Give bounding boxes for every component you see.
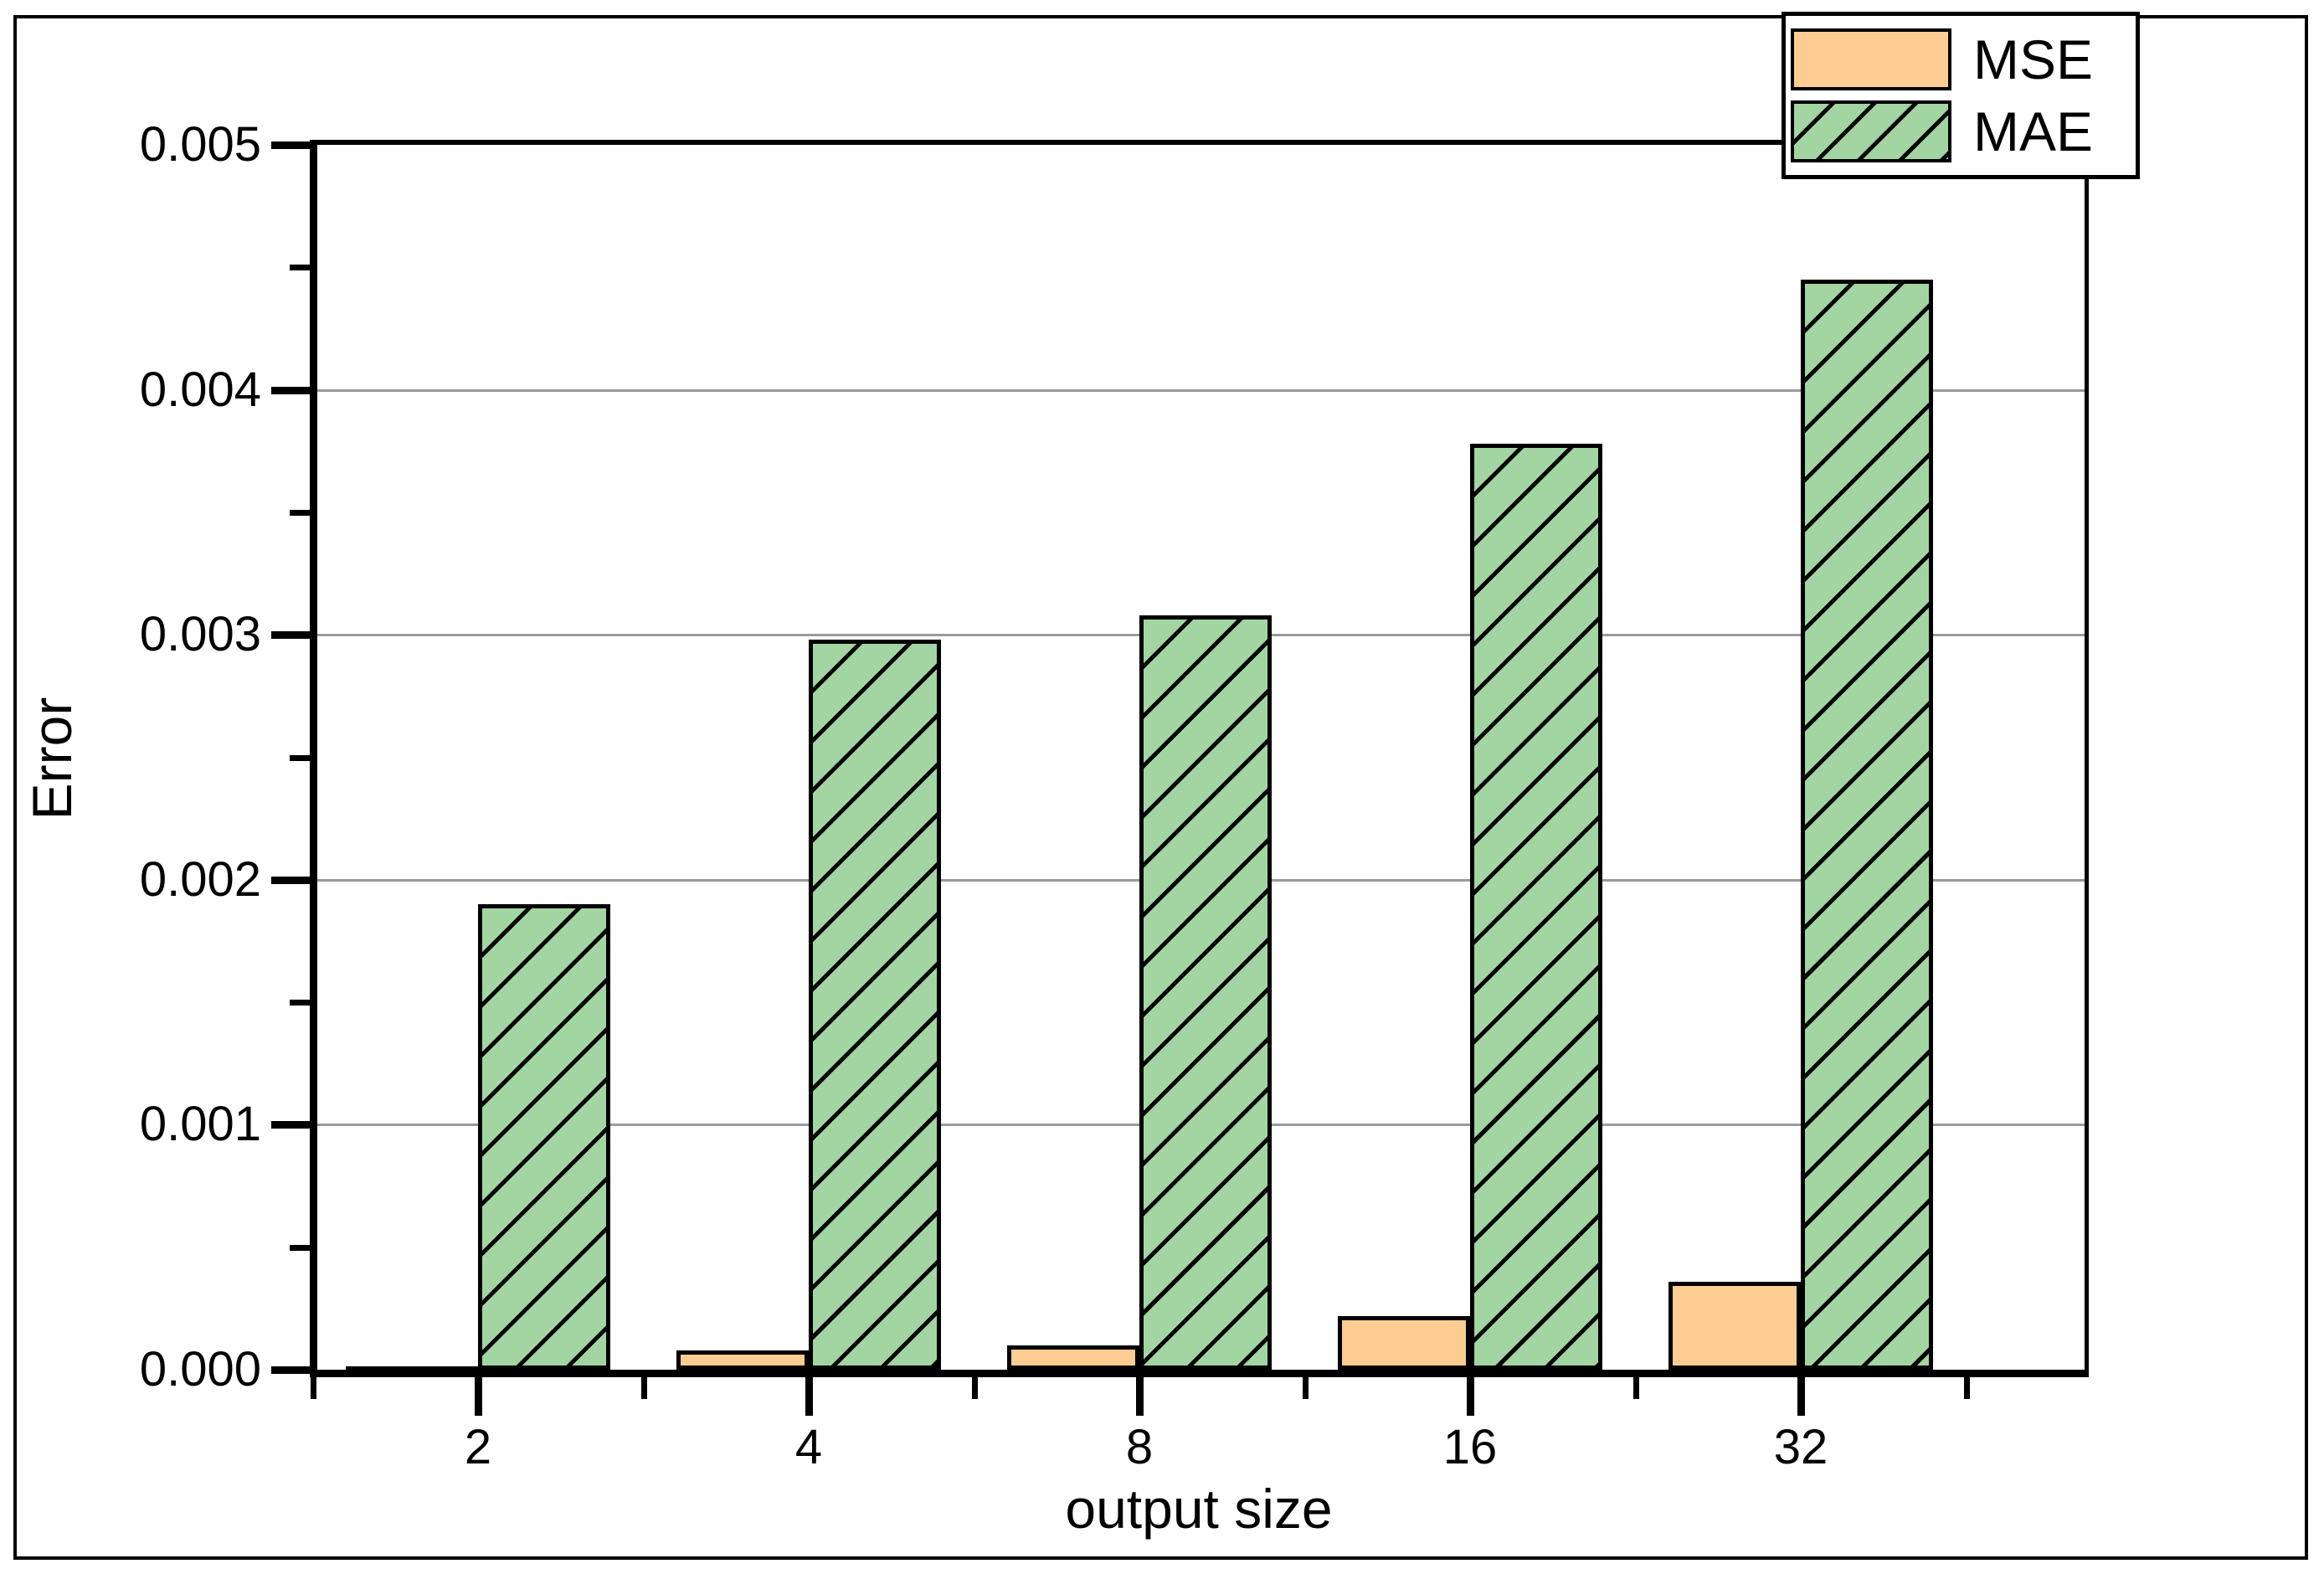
x-minor-tick [310, 1377, 316, 1399]
y-axis-title: Error [21, 697, 83, 820]
bar-mae-4 [809, 640, 941, 1370]
y-tick-label-0.002: 0.002 [139, 851, 261, 907]
y-major-tick-0.005 [271, 141, 310, 149]
x-minor-tick [971, 1377, 978, 1399]
y-tick-label-0.004: 0.004 [139, 362, 261, 417]
legend: MSE MAE [1782, 12, 2140, 179]
bar-mse-8 [1007, 1345, 1139, 1370]
y-major-tick-0.004 [271, 386, 310, 394]
bar-mse-32 [1668, 1281, 1801, 1370]
x-major-tick-2 [475, 1377, 482, 1416]
x-major-tick-16 [1467, 1377, 1474, 1416]
x-tick-label-2: 2 [464, 1420, 492, 1474]
legend-swatch-mae [1791, 100, 1951, 162]
y-tick-label-0.000: 0.000 [139, 1342, 261, 1396]
y-major-tick-0.003 [271, 631, 310, 640]
x-minor-tick [1302, 1377, 1309, 1399]
bar-mae-32 [1801, 279, 1933, 1370]
bar-mae-8 [1139, 615, 1272, 1370]
x-minor-tick [640, 1377, 647, 1399]
y-tick-label-0.003: 0.003 [139, 607, 261, 662]
x-major-tick-4 [805, 1377, 813, 1416]
x-minor-tick [1632, 1377, 1639, 1399]
y-major-tick-0.001 [271, 1121, 310, 1129]
y-minor-tick [290, 1000, 310, 1006]
bar-mae-2 [478, 904, 610, 1370]
y-minor-tick [290, 754, 310, 761]
bar-mse-2 [346, 1366, 478, 1370]
x-axis-title: output size [1065, 1478, 1333, 1540]
x-major-tick-8 [1136, 1377, 1144, 1416]
x-tick-label-32: 32 [1773, 1420, 1828, 1474]
legend-item-mse: MSE [1791, 28, 2131, 91]
x-minor-tick [1963, 1377, 1970, 1399]
y-major-tick-0.002 [271, 876, 310, 884]
x-tick-label-16: 16 [1442, 1420, 1498, 1474]
plot-area: 0.000 0.001 0.002 0.003 0.004 0.005 2 4 8 16 32 [140, 117, 2089, 1474]
legend-label-mse: MSE [1973, 28, 2094, 91]
y-tick-label-0.001: 0.001 [139, 1097, 261, 1152]
x-major-tick-32 [1797, 1377, 1805, 1416]
bar-mae-16 [1470, 443, 1602, 1370]
legend-item-mae: MAE [1791, 100, 2131, 162]
bar-mse-4 [676, 1350, 809, 1370]
y-minor-tick [290, 1244, 310, 1251]
y-minor-tick [290, 265, 310, 271]
y-major-tick-0.000 [271, 1366, 310, 1374]
gridline-0.004 [317, 388, 2085, 392]
legend-swatch-mse [1791, 28, 1951, 91]
x-tick-label-8: 8 [1125, 1420, 1154, 1474]
legend-label-mae: MAE [1973, 100, 2094, 162]
bar-mse-16 [1338, 1315, 1470, 1370]
x-tick-label-4: 4 [794, 1420, 823, 1474]
y-tick-label-0.005: 0.005 [139, 117, 261, 172]
figure-border [13, 15, 2308, 1560]
y-minor-tick [290, 509, 310, 516]
